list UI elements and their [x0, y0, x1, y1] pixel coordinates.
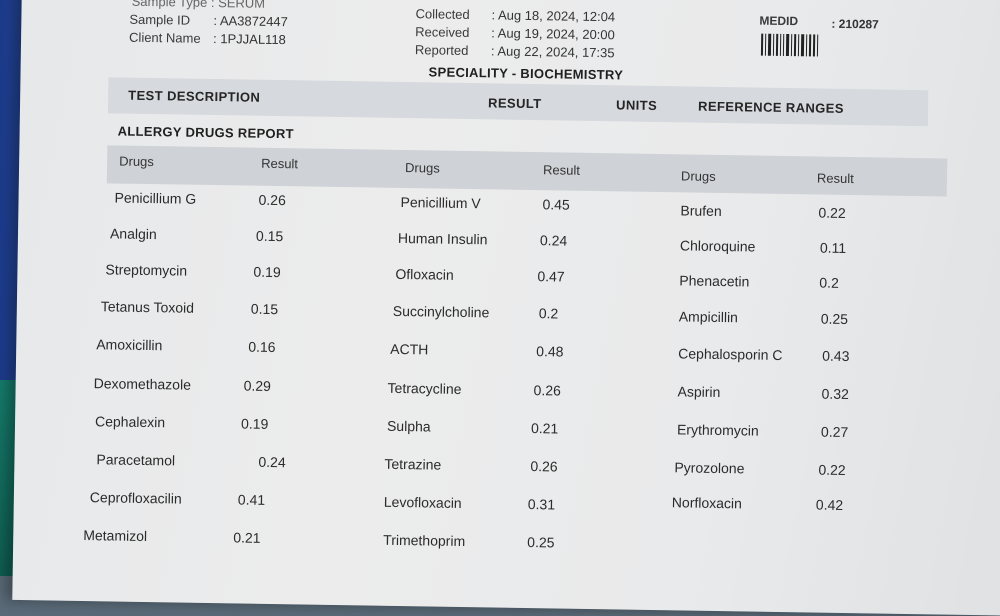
received-value: : Aug 19, 2024, 20:00 — [491, 25, 615, 43]
drug-name: Phenacetin — [679, 272, 750, 290]
received-label: Received — [415, 24, 470, 41]
drug-name: Cephalosporin C — [678, 345, 783, 363]
drug-result: 0.48 — [536, 343, 564, 360]
drug-result: 0.19 — [253, 263, 281, 281]
drug-name: Pyrozolone — [674, 459, 745, 477]
drug-result: 0.29 — [243, 377, 272, 394]
collected-value: : Aug 18, 2024, 12:04 — [491, 7, 616, 25]
drug-result: 0.24 — [258, 453, 286, 471]
col-result: RESULT — [488, 95, 542, 112]
drug-name: Paracetamol — [96, 451, 176, 469]
table-head-result-1: Result — [261, 155, 299, 172]
drug-result: 0.2 — [819, 274, 839, 291]
drug-result: 0.47 — [537, 268, 565, 285]
drug-result: 0.15 — [250, 300, 279, 318]
drug-name: Ampicillin — [678, 308, 739, 326]
drug-result: 0.26 — [530, 458, 558, 475]
drug-result: 0.22 — [818, 204, 846, 221]
col-units: UNITS — [615, 97, 658, 113]
col-reference-ranges: REFERENCE RANGES — [697, 98, 845, 116]
drug-result: 0.43 — [822, 347, 850, 365]
drug-name: Dexomethazole — [93, 375, 192, 393]
medid-label: MEDID — [759, 13, 799, 29]
drug-name: Chloroquine — [679, 237, 756, 255]
sample-id-label: Sample ID — [129, 11, 191, 28]
drug-result: 0.21 — [530, 420, 559, 437]
drug-result: 0.45 — [542, 196, 570, 213]
client-name-label: Client Name — [128, 29, 201, 46]
drug-name: Ceprofloxacilin — [89, 489, 182, 507]
table-head-drugs-3: Drugs — [680, 168, 716, 184]
drug-result: 0.41 — [237, 491, 266, 508]
drug-name: Tetracycline — [387, 379, 462, 397]
drug-name: Levofloxacin — [383, 493, 462, 511]
drug-result: 0.21 — [233, 529, 261, 546]
drug-result: 0.24 — [539, 232, 568, 249]
drug-name: Cephalexin — [94, 413, 166, 431]
drug-name: Penicillium G — [114, 189, 197, 207]
drug-result: 0.26 — [258, 191, 286, 209]
drug-result: 0.32 — [821, 385, 849, 403]
drug-result: 0.25 — [820, 310, 849, 328]
drug-name: Sulpha — [386, 417, 431, 435]
reported-value: : Aug 22, 2024, 17:35 — [490, 43, 615, 61]
drug-name: Erythromycin — [676, 421, 759, 439]
drug-name: Brufen — [680, 202, 722, 220]
medid-value: : 210287 — [831, 16, 879, 32]
barcode-icon — [760, 33, 819, 57]
drug-name: Succinylcholine — [392, 302, 490, 321]
drug-result: 0.11 — [819, 239, 847, 256]
report-title: ALLERGY DRUGS REPORT — [117, 123, 294, 142]
drug-result: 0.42 — [815, 496, 844, 513]
table-head-drugs-2: Drugs — [404, 160, 440, 176]
drug-result: 0.22 — [818, 461, 846, 478]
client-name-value: : 1PJJAL118 — [212, 31, 286, 48]
drug-name: Streptomycin — [105, 261, 188, 279]
drug-name: Penicillium V — [400, 193, 481, 212]
drug-name: Human Insulin — [397, 229, 488, 248]
drug-result: 0.26 — [533, 382, 561, 399]
table-head-result-3: Result — [816, 170, 854, 187]
drug-name: Metamizol — [83, 527, 148, 545]
drug-result: 0.27 — [820, 423, 849, 441]
drug-result: 0.25 — [527, 534, 555, 551]
drug-result: 0.15 — [255, 227, 284, 245]
lab-report-sheet: Sample Type : SERUM Sample ID : AA387244… — [12, 0, 1000, 616]
drug-result: 0.19 — [240, 415, 269, 432]
collected-label: Collected — [415, 6, 470, 23]
col-test-description: TEST DESCRIPTION — [128, 87, 261, 105]
reported-label: Reported — [414, 42, 469, 59]
drug-name: Tetanus Toxoid — [100, 298, 195, 316]
drug-result: 0.2 — [538, 305, 559, 322]
drug-name: Ofloxacin — [395, 265, 454, 283]
drug-name: Trimethoprim — [383, 531, 466, 550]
drug-name: ACTH — [390, 340, 429, 358]
drug-name: Amoxicillin — [96, 336, 163, 354]
sample-type-partial: Sample Type : SERUM — [131, 0, 266, 11]
drug-name: Tetrazine — [384, 455, 442, 473]
drug-result: 0.16 — [248, 338, 276, 356]
drug-name: Norfloxacin — [671, 494, 743, 512]
drug-result: 0.31 — [527, 496, 556, 513]
table-head-result-2: Result — [542, 162, 581, 178]
sample-id-value: : AA3872447 — [213, 13, 288, 30]
drug-name: Aspirin — [677, 383, 721, 401]
table-head-drugs-1: Drugs — [119, 153, 154, 170]
speciality-title: SPECIALITY - BIOCHEMISTRY — [428, 64, 624, 83]
drug-name: Analgin — [109, 225, 157, 243]
